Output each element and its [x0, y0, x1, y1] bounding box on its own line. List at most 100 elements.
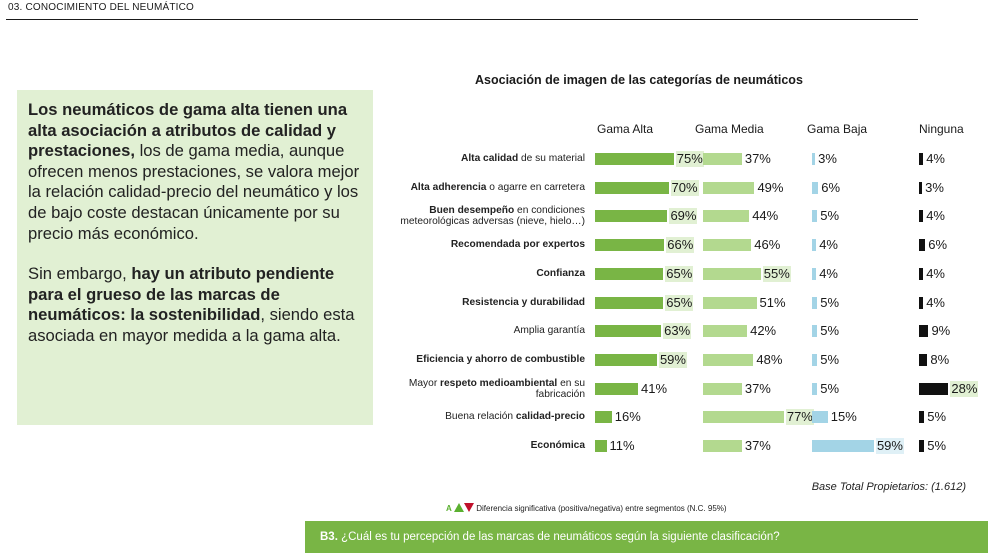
bar-2 [812, 181, 819, 194]
bar-value-label: 5% [820, 294, 840, 310]
bar-value-label: 15% [830, 409, 857, 425]
summary-p2-run: , siendo esta asociada en mayor medida a… [28, 305, 355, 345]
section-title: 03. CONOCIMIENTO DEL NEUMÁTICO [8, 2, 195, 13]
bar-2 [812, 267, 817, 280]
bar-1 [703, 181, 755, 194]
bar-value-label: 5% [820, 380, 840, 396]
summary-p2-run: hay un atributo pendiente para el grueso… [28, 264, 335, 325]
bar-value-label: 37% [744, 438, 771, 453]
bar-value-label: 65% [665, 294, 694, 311]
bar-1 [703, 440, 742, 452]
summary-p1-run: los de gama media, aunque ofrecen menos … [28, 141, 360, 243]
bar-value-label: 3% [925, 179, 944, 195]
question-id: B3. [320, 531, 338, 543]
bar-1 [703, 267, 761, 280]
bar-value-label: 37% [744, 380, 771, 396]
bar-value-label: 6% [821, 179, 841, 195]
bar-0 [595, 411, 612, 424]
bar-value-label: 55% [762, 265, 791, 282]
category-label: Eficiencia y ahorro de combustible [416, 353, 585, 365]
bar-value-label: 5% [927, 438, 947, 453]
bar-value-label: 4% [926, 265, 945, 281]
bar-2 [812, 296, 818, 309]
bar-value-label: 75% [675, 151, 704, 167]
bar-3 [919, 382, 949, 395]
bar-value-label: 77% [785, 409, 814, 426]
triangle-down-icon [464, 503, 475, 512]
significance-letter: A [446, 504, 452, 513]
bar-value-label: 59% [658, 351, 687, 368]
bar-0 [595, 382, 639, 395]
bar-3 [919, 296, 924, 309]
bar-1 [703, 239, 752, 252]
bar-value-label: 48% [756, 351, 783, 367]
summary-box: Los neumáticos de gama alta tienen una a… [17, 90, 373, 425]
bar-0 [595, 239, 665, 252]
bar-value-label: 59% [875, 438, 904, 454]
bar-value-label: 5% [927, 409, 947, 425]
bar-3 [919, 440, 925, 452]
bar-value-label: 65% [665, 265, 694, 282]
bar-0 [595, 210, 668, 223]
summary-p1-run: Los neumáticos de gama alta tienen una a… [28, 100, 348, 161]
bar-value-label: 41% [641, 380, 668, 396]
bar-2 [812, 210, 818, 223]
category-label: Amplia garantía [513, 325, 585, 337]
bar-value-label: 9% [931, 323, 951, 339]
bar-2 [812, 382, 818, 395]
bar-value-label: 4% [926, 208, 945, 224]
bar-3 [919, 210, 924, 223]
category-label: Alta adherencia o agarre en carretera [410, 181, 585, 193]
bar-value-label: 3% [818, 151, 837, 166]
chart-title: Asociación de imagen de las categorías d… [475, 73, 803, 87]
bar-value-label: 69% [669, 208, 698, 225]
bar-2 [812, 239, 817, 252]
series-header-3: Ninguna [919, 122, 964, 136]
bar-2 [812, 411, 828, 424]
bar-value-label: 70% [670, 179, 699, 196]
category-label: Buena relación calidad-precio [445, 411, 585, 423]
bar-1 [703, 411, 784, 424]
category-label: Mayor respeto medioambiental en su fabri… [408, 377, 585, 400]
category-label: Alta calidad de su material [460, 153, 585, 164]
bar-1 [703, 153, 742, 165]
bar-value-label: 8% [930, 351, 950, 367]
series-header-2: Gama Baja [807, 122, 868, 136]
top-divider [6, 19, 918, 20]
bar-value-label: 4% [819, 237, 838, 253]
bar-value-label: 63% [663, 323, 692, 340]
bar-value-label: 11% [609, 438, 635, 453]
bar-value-label: 51% [759, 294, 786, 310]
category-label: Recomendada por expertos [450, 239, 585, 251]
bar-value-label: 42% [750, 323, 777, 339]
category-label: Resistencia y durabilidad [462, 296, 585, 308]
bar-value-label: 4% [926, 151, 945, 166]
bar-value-label: 4% [926, 294, 945, 310]
bar-3 [919, 181, 923, 194]
bar-2 [812, 353, 818, 366]
question-text: ¿Cuál es tu percepción de las marcas de … [337, 531, 780, 543]
category-label: Buen desempeño en condiciones meteorológ… [400, 205, 585, 228]
bar-value-label: 28% [950, 380, 979, 397]
bar-value-label: 37% [744, 151, 771, 166]
significance-legend: A Diferencia significativa (positiva/neg… [446, 503, 727, 513]
summary-paragraph-1: Los neumáticos de gama alta tienen una a… [28, 100, 363, 244]
bar-0 [595, 353, 657, 366]
bar-value-label: 6% [928, 237, 948, 253]
triangle-up-icon [454, 503, 465, 512]
bar-1 [703, 296, 757, 309]
question-footer: B3. ¿Cuál es tu percepción de las marcas… [305, 521, 988, 553]
series-header-0: Gama Alta [597, 122, 654, 136]
bar-3 [919, 325, 929, 338]
bar-value-label: 49% [757, 179, 784, 195]
bar-2 [812, 153, 816, 165]
bar-3 [919, 239, 926, 252]
bar-0 [595, 440, 607, 452]
bar-value-label: 16% [614, 409, 641, 425]
category-label: Confianza [536, 267, 585, 279]
category-label: Económica [530, 440, 585, 451]
bar-value-label: 5% [820, 351, 840, 367]
bar-1 [703, 325, 748, 338]
bar-1 [703, 353, 754, 366]
bar-value-label: 5% [820, 323, 840, 339]
